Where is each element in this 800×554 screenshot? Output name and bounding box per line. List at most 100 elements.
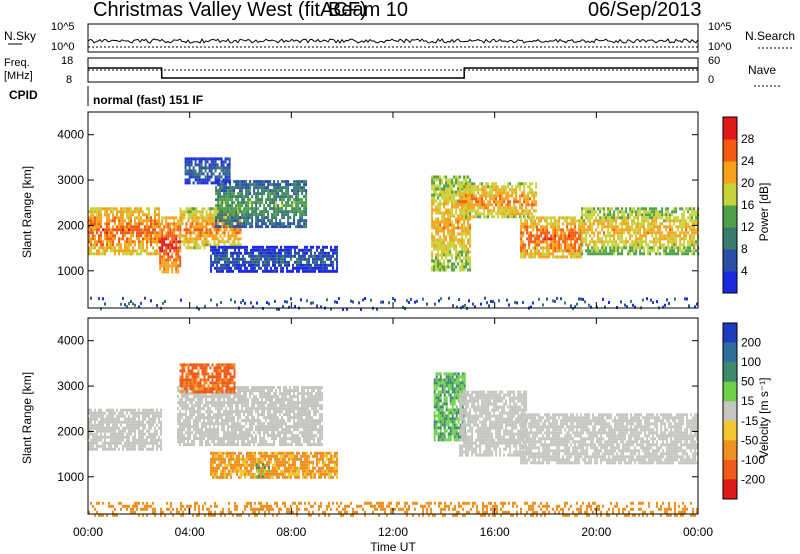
power-cell (328, 263, 330, 267)
power-cell (578, 243, 581, 247)
power-cell (106, 231, 108, 235)
power-cell (126, 210, 128, 214)
power-cell (585, 222, 588, 226)
velocity-cell (100, 411, 102, 415)
power-cell (140, 231, 142, 235)
power-cell (316, 266, 318, 270)
power-cell (520, 246, 523, 250)
power-cell (195, 222, 198, 226)
velocity-cell (138, 441, 140, 445)
power-cell (98, 216, 100, 220)
velocity-cell (118, 426, 120, 430)
power-cell (647, 216, 650, 220)
power-cell (191, 240, 194, 244)
power-cell (481, 203, 484, 207)
power-cell (222, 172, 225, 176)
power-cell (175, 258, 178, 262)
power-cell (224, 172, 227, 176)
power-cell (463, 203, 466, 207)
power-cell (593, 246, 596, 250)
power-cell (603, 216, 606, 220)
power-cell (239, 231, 242, 235)
power-cell (532, 252, 535, 256)
power-cell (576, 237, 579, 241)
power-cell (204, 178, 207, 182)
power-cell (439, 211, 442, 215)
power-cell (254, 245, 256, 249)
power-cell (459, 226, 462, 230)
power-cell (661, 210, 664, 214)
power-cell (441, 229, 444, 233)
power-cell (219, 198, 222, 202)
velocity-cell (94, 432, 96, 436)
power-cell (589, 207, 592, 211)
power-cell (574, 249, 577, 253)
power-cell (314, 263, 316, 267)
power-cell (611, 213, 614, 217)
power-cell (443, 247, 446, 251)
power-cell (449, 238, 452, 242)
velocity-cell (138, 417, 140, 421)
power-cell (161, 255, 164, 259)
power-cell (505, 191, 508, 195)
power-cell (156, 252, 158, 256)
velocity-cell (207, 431, 209, 435)
power-cell (463, 212, 466, 216)
velocity-cell (112, 414, 114, 418)
power-cell (142, 228, 144, 232)
power-cell (503, 188, 506, 192)
velocity-cell (88, 426, 90, 430)
power-cell (453, 190, 456, 194)
power-cell (499, 209, 502, 213)
power-cell (195, 207, 198, 211)
power-cell (457, 178, 460, 182)
power-cell (310, 266, 312, 270)
power-cell (679, 207, 682, 211)
power-cell (520, 219, 523, 223)
power-cell (250, 269, 252, 273)
power-cell (90, 228, 92, 232)
power-cell (241, 225, 244, 229)
power-cell (217, 222, 220, 226)
power-cell (156, 237, 158, 241)
power-cell (167, 267, 170, 271)
velocity-cell (132, 441, 134, 445)
power-cell (295, 225, 298, 229)
velocity-cell (106, 414, 108, 418)
power-cell (595, 210, 598, 214)
velocity-cell (136, 414, 138, 418)
power-cell (90, 225, 92, 229)
power-cell (263, 204, 266, 208)
velocity-cell (207, 434, 209, 438)
power-cell (231, 216, 234, 220)
power-cell (479, 212, 482, 216)
power-cell (629, 231, 632, 235)
power-cell (532, 234, 535, 238)
power-cell (279, 183, 282, 187)
power-cell (560, 231, 563, 235)
power-cell (154, 234, 156, 238)
power-cell (572, 216, 575, 220)
power-cell (179, 240, 182, 244)
power-cell (637, 225, 640, 229)
power-cell (146, 243, 148, 247)
power-cell (304, 263, 306, 267)
velocity-cell (142, 441, 144, 445)
power-cell (199, 246, 202, 250)
power-cell (461, 212, 464, 216)
velocity-cell (191, 392, 193, 396)
power-cell (268, 269, 270, 273)
velocity-cell (181, 395, 183, 399)
power-cell (511, 191, 514, 195)
power-cell (665, 237, 668, 241)
power-cell (336, 245, 338, 249)
power-cell (310, 263, 312, 267)
power-cell (447, 220, 450, 224)
power-cell (533, 197, 536, 201)
power-cell (255, 204, 258, 208)
power-cell (591, 216, 594, 220)
power-cell (613, 225, 616, 229)
power-cell (566, 222, 569, 226)
power-cell (572, 237, 575, 241)
power-cell (286, 263, 288, 267)
